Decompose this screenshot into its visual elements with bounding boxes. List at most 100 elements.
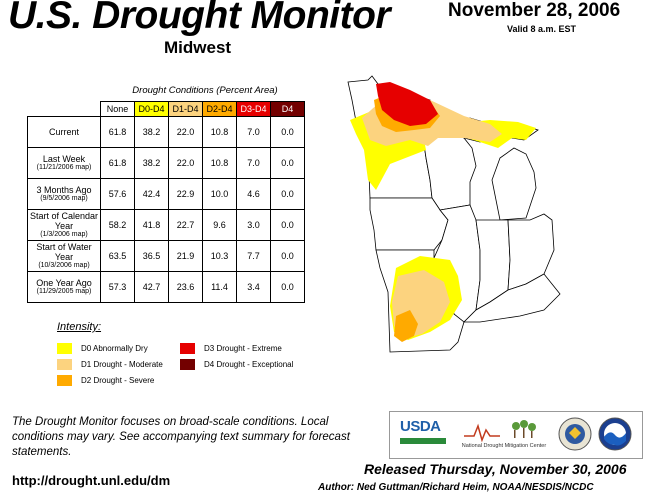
col-d1-d4: D1-D4	[168, 101, 203, 117]
row-label-text: One Year Ago	[36, 277, 92, 288]
table-cell: 11.4	[202, 271, 237, 303]
row-label-date: (10/3/2006 map)	[38, 262, 90, 270]
row-label-text: Start of Calendar Year	[29, 210, 99, 231]
row-label-date: (1/3/2006 map)	[40, 231, 88, 239]
ndmc-logo: National Drought Mitigation Center	[454, 416, 554, 454]
legend-label-d3: D3 Drought - Extreme	[204, 344, 282, 353]
table-cell: 58.2	[100, 209, 135, 241]
usda-logo-bar	[400, 438, 446, 444]
table-row: 3 Months Ago (9/5/2006 map) 57.6 42.4 22.9 10…	[27, 178, 305, 210]
table-cell: 57.3	[100, 271, 135, 303]
table-cell: 10.8	[202, 147, 237, 179]
table-caption: Drought Conditions (Percent Area)	[132, 85, 278, 96]
table-cell: 22.0	[168, 116, 203, 148]
table-row: Last Week (11/21/2006 map) 61.8 38.2 22.0 10.…	[27, 147, 305, 179]
state-iowa	[369, 197, 449, 251]
col-d3-d4: D3-D4	[236, 101, 271, 117]
legend-swatch-d4	[180, 359, 195, 370]
area-d2-missouri	[394, 310, 418, 342]
row-label-text: Current	[48, 126, 79, 137]
row-label: 3 Months Ago (9/5/2006 map)	[27, 178, 101, 210]
table-cell: 36.5	[134, 240, 169, 272]
page-title: U.S. Drought Monitor	[8, 0, 391, 37]
legend-item-d4: D4 Drought - Exceptional	[180, 359, 293, 370]
row-label: Current	[27, 116, 101, 148]
state-kentucky	[463, 273, 561, 323]
table-cell: 10.3	[202, 240, 237, 272]
table-cell: 22.0	[168, 147, 203, 179]
table-cell: 42.4	[134, 178, 169, 210]
table-row: Start of Calendar Year (1/3/2006 map) 58.2…	[27, 209, 305, 241]
row-label: Start of Calendar Year (1/3/2006 map)	[27, 209, 101, 241]
partner-logos: USDA National Drought Mitigation Center	[389, 411, 643, 459]
legend-item-d2: D2 Drought - Severe	[57, 375, 154, 386]
table-cell: 41.8	[134, 209, 169, 241]
legend-label-d2: D2 Drought - Severe	[81, 376, 155, 385]
footer-note: The Drought Monitor focuses on broad-sca…	[12, 416, 350, 458]
table-cell: 63.5	[100, 240, 135, 272]
table-cell: 0.0	[270, 271, 305, 303]
table-cell: 22.7	[168, 209, 203, 241]
row-label-date: (11/29/2005 map)	[36, 288, 92, 296]
map-date: November 28, 2006	[448, 0, 621, 21]
legend-label-d0: D0 Abnormally Dry	[81, 344, 148, 353]
author-credit: Author: Ned Guttman/Richard Heim, NOAA/N…	[318, 482, 594, 493]
col-d0-d4: D0-D4	[134, 101, 169, 117]
col-d4: D4	[270, 101, 305, 117]
table-cell: 61.8	[100, 116, 135, 148]
legend-swatch-d0	[57, 343, 72, 354]
website-link[interactable]: http://drought.unl.edu/dm	[12, 473, 171, 488]
table-cell: 9.6	[202, 209, 237, 241]
row-label-text: 3 Months Ago	[36, 184, 92, 195]
table-cell: 0.0	[270, 116, 305, 148]
release-date: Released Thursday, November 30, 2006	[364, 461, 627, 477]
table-cell: 0.0	[270, 178, 305, 210]
valid-time: Valid 8 a.m. EST	[507, 24, 577, 34]
row-label-date: (9/5/2006 map)	[40, 195, 88, 203]
table-cell: 57.6	[100, 178, 135, 210]
region-name: Midwest	[164, 38, 232, 57]
state-michigan-lp	[491, 147, 537, 221]
legend-title: Intensity:	[57, 321, 102, 333]
table-cell: 0.0	[270, 147, 305, 179]
legend-label-d4: D4 Drought - Exceptional	[204, 360, 294, 369]
table-cell: 0.0	[270, 209, 305, 241]
table-cell: 4.6	[236, 178, 271, 210]
table-header-row: None D0-D4 D1-D4 D2-D4 D3-D4 D4	[28, 101, 305, 117]
table-row: Current 61.8 38.2 22.0 10.8 7.0 0.0	[27, 116, 305, 148]
table-cell: 7.0	[236, 116, 271, 148]
row-label: Last Week (11/21/2006 map)	[27, 147, 101, 179]
legend-item-d1: D1 Drought - Moderate	[57, 359, 163, 370]
commerce-seal-icon	[558, 417, 592, 451]
row-label-text: Start of Water Year	[36, 241, 92, 262]
usda-logo: USDA	[400, 418, 441, 435]
table-cell: 7.0	[236, 147, 271, 179]
legend-swatch-d1	[57, 359, 72, 370]
row-label-date: (11/21/2006 map)	[36, 164, 92, 172]
table-cell: 3.4	[236, 271, 271, 303]
area-d3-minnesota	[376, 82, 438, 126]
noaa-logo-icon	[598, 417, 632, 451]
table-cell: 7.7	[236, 240, 271, 272]
col-none: None	[100, 101, 135, 117]
drought-areas	[350, 82, 536, 342]
table-row: One Year Ago (11/29/2005 map) 57.3 42.7 23.6…	[27, 271, 305, 303]
legend-item-d0: D0 Abnormally Dry	[57, 343, 148, 354]
table-cell: 0.0	[270, 240, 305, 272]
table-cell: 42.7	[134, 271, 169, 303]
table-cell: 38.2	[134, 147, 169, 179]
table-cell: 21.9	[168, 240, 203, 272]
drought-conditions-table: None D0-D4 D1-D4 D2-D4 D3-D4 D4 Current 6…	[27, 101, 305, 303]
legend-swatch-d3	[180, 343, 195, 354]
ndmc-logo-text: National Drought Mitigation Center	[461, 443, 547, 449]
table-cell: 23.6	[168, 271, 203, 303]
table-cell: 38.2	[134, 116, 169, 148]
table-corner	[28, 102, 101, 117]
ndmc-emblem-icon	[464, 420, 536, 443]
legend-label-d1: D1 Drought - Moderate	[81, 360, 163, 369]
row-label-text: Last Week	[42, 153, 86, 164]
row-label: Start of Water Year (10/3/2006 map)	[27, 240, 101, 272]
midwest-drought-map	[347, 75, 561, 353]
table-row: Start of Water Year (10/3/2006 map) 63.5 36…	[27, 240, 305, 272]
table-cell: 10.0	[202, 178, 237, 210]
